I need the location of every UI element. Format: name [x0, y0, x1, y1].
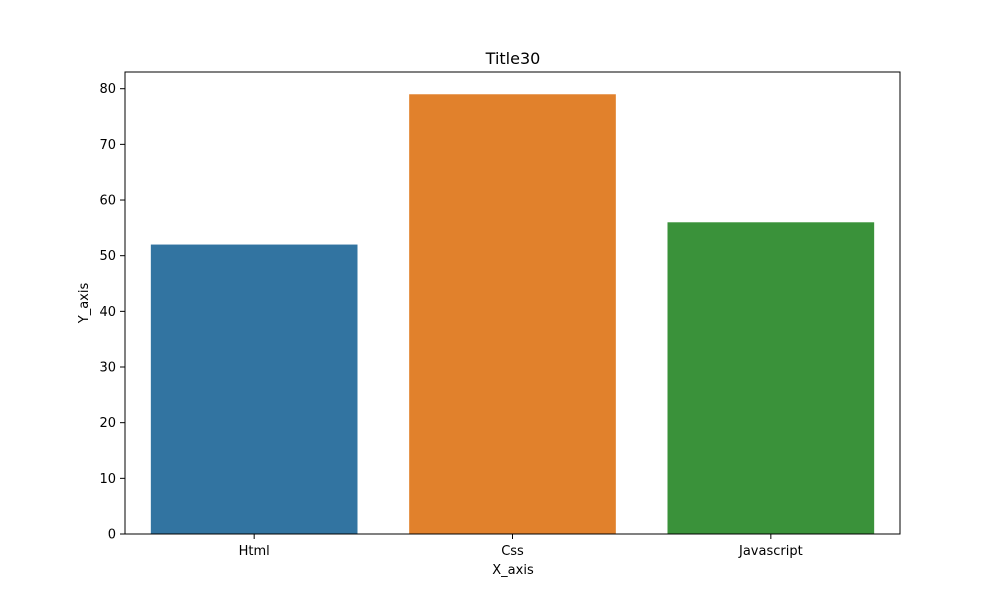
y-tick-label: 30	[99, 361, 116, 376]
x-tick-label: Css	[501, 544, 524, 559]
x-tick-label: Html	[239, 544, 270, 559]
bars-group	[150, 94, 875, 535]
bar-javascript	[667, 222, 875, 534]
y-tick-label: 60	[99, 194, 116, 209]
y-tick-label: 50	[99, 249, 116, 264]
y-tick-label: 0	[108, 528, 116, 543]
x-tick-label: Javascript	[738, 544, 803, 559]
x-axis: Html Css Javascript	[239, 534, 803, 559]
y-tick-label: 20	[99, 416, 116, 431]
bar-html	[150, 244, 358, 535]
y-axis: 0 10 20 30 40 50 60 70 80	[99, 82, 125, 543]
y-axis-label: Y_axis	[77, 283, 92, 325]
x-axis-label: X_axis	[492, 563, 534, 578]
y-tick-label: 40	[99, 305, 116, 320]
plot-area-frame	[124, 71, 901, 535]
y-tick-label: 80	[99, 82, 116, 97]
y-tick-label: 70	[99, 138, 116, 153]
y-tick-label: 10	[99, 472, 116, 487]
chart-title: Title30	[485, 49, 541, 68]
bar-css	[409, 94, 616, 534]
